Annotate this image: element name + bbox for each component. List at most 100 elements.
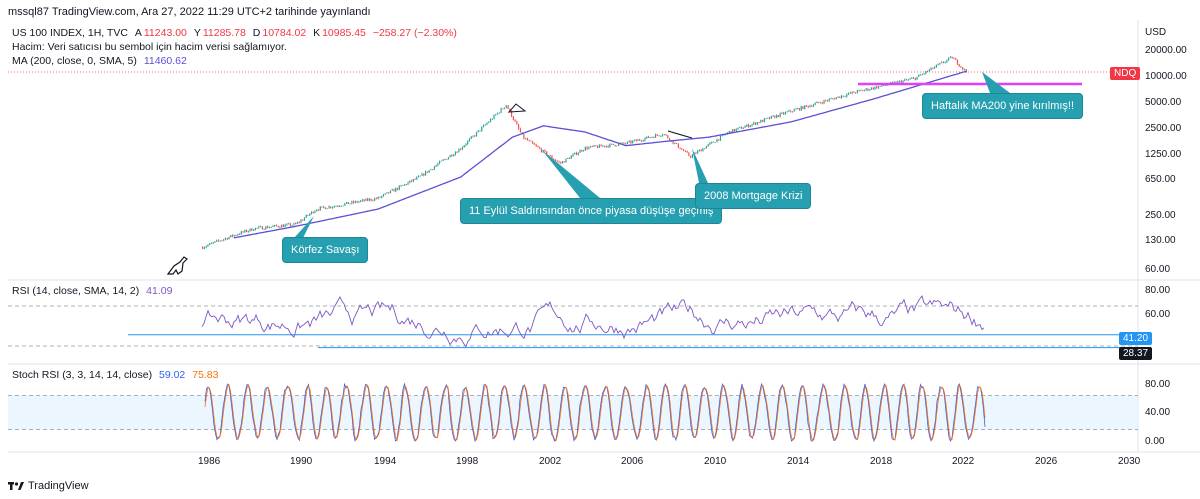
price-candle — [679, 147, 681, 150]
callout-gulf-war[interactable]: Körfez Savaşı — [282, 237, 369, 263]
price-candle — [658, 135, 660, 137]
price-candle — [639, 139, 641, 141]
stoch-series — [8, 382, 1138, 443]
price-candle — [598, 144, 600, 148]
y-tick-label: 650.00 — [1145, 174, 1176, 185]
stoch-legend[interactable]: Stoch RSI (3, 3, 14, 14, close) 59.02 75… — [12, 369, 218, 381]
price-candle — [439, 161, 441, 164]
price-candle — [333, 206, 335, 208]
price-candle — [765, 118, 767, 120]
price-candle — [424, 171, 427, 176]
price-candle — [484, 124, 486, 126]
price-candle — [358, 201, 360, 203]
price-candle — [537, 145, 539, 148]
price-candle — [391, 189, 393, 191]
price-candle — [319, 206, 321, 211]
price-candle — [572, 154, 574, 156]
price-candle — [354, 201, 356, 203]
price-candle — [477, 130, 479, 133]
price-candle — [430, 169, 432, 171]
stoch-y-tick: 80.00 — [1145, 379, 1171, 390]
price-candle — [523, 134, 525, 139]
y-tick-label: 1250.00 — [1145, 149, 1182, 160]
price-candle — [746, 124, 748, 127]
price-candle — [918, 74, 920, 77]
price-candle — [839, 96, 841, 98]
stoch-k-line — [204, 382, 986, 443]
price-candle — [591, 146, 593, 147]
price-candle — [540, 148, 543, 153]
price-candle — [663, 134, 665, 136]
rsi-y-tick: 60.00 — [1145, 309, 1171, 320]
price-candle — [389, 190, 392, 194]
price-candle — [309, 213, 311, 216]
price-candle — [461, 147, 464, 150]
price-candle — [382, 194, 385, 197]
price-candle — [586, 147, 588, 150]
price-candle — [259, 226, 262, 228]
price-candle — [444, 159, 446, 160]
price-candle — [274, 225, 276, 227]
price-candle — [361, 199, 364, 201]
callout-pointer — [982, 72, 1010, 93]
price-candle — [528, 140, 530, 142]
price-candle — [261, 226, 263, 230]
x-tick-label: 2006 — [621, 456, 644, 467]
x-tick-label: 2026 — [1035, 456, 1058, 467]
ma-legend[interactable]: MA (200, close, 0, SMA, 5) 11460.62 — [12, 55, 187, 67]
price-candle — [925, 71, 927, 74]
price-candle — [442, 159, 444, 161]
price-candle — [491, 118, 493, 120]
rsi-legend[interactable]: RSI (14, close, SMA, 14, 2) 41.09 — [12, 285, 172, 297]
price-candle — [597, 146, 599, 148]
price-candle — [440, 160, 442, 162]
price-candle — [377, 196, 379, 199]
price-candle — [367, 198, 369, 201]
callout-mortgage[interactable]: 2008 Mortgage Krizi — [695, 183, 812, 209]
price-candle — [807, 105, 809, 108]
symbol-legend[interactable]: US 100 INDEX, 1H, TVC A 11243.00 Y 11285.7… — [12, 27, 457, 39]
price-candle — [235, 235, 237, 236]
price-candle — [814, 103, 816, 105]
price-candle — [570, 155, 572, 159]
price-candle — [944, 62, 946, 63]
price-candle — [535, 144, 537, 146]
price-candle — [414, 179, 416, 180]
price-candle — [618, 143, 620, 146]
price-candle — [530, 140, 532, 142]
price-candle — [777, 115, 779, 117]
price-candle — [844, 96, 846, 98]
callout-sept11[interactable]: 11 Eylül Saldırısından önce piyasa düşüş… — [460, 198, 723, 224]
price-candle — [753, 122, 755, 125]
price-candle — [224, 238, 227, 240]
symbol-tag: NDQ — [1110, 67, 1141, 80]
price-candle — [714, 142, 716, 143]
price-candle — [353, 201, 355, 203]
price-candle — [963, 69, 966, 71]
price-candle — [279, 227, 281, 228]
price-candle — [826, 100, 829, 102]
price-candle — [512, 116, 514, 120]
price-candle — [935, 64, 937, 68]
price-candle — [667, 135, 669, 139]
callout-ma200[interactable]: Haftalık MA200 yine kırılmış!! — [922, 93, 1084, 119]
price-candle — [282, 225, 285, 227]
price-candle — [486, 122, 488, 125]
price-candle — [205, 246, 207, 248]
price-candle — [776, 115, 778, 118]
price-candle — [675, 142, 678, 144]
price-candle — [588, 147, 590, 150]
footer-brand[interactable]: TradingView — [8, 480, 89, 492]
price-candle — [337, 205, 339, 207]
price-candle — [412, 179, 414, 182]
price-candle — [747, 124, 750, 127]
price-candle — [911, 78, 913, 79]
price-candle — [891, 82, 894, 83]
symbol-name: US 100 INDEX, 1H, TVC — [12, 27, 128, 39]
price-candle — [879, 86, 881, 87]
price-candle — [212, 242, 214, 244]
price-candle — [238, 234, 241, 236]
price-candle — [867, 88, 869, 91]
price-candle — [244, 230, 246, 233]
